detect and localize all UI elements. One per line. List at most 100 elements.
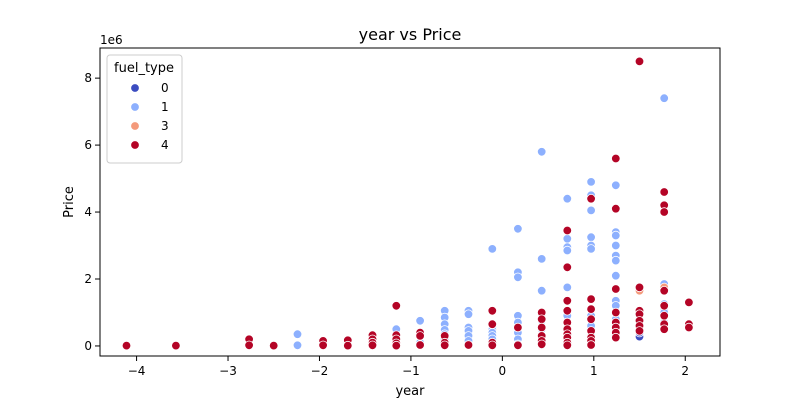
- data-point-fuel-4: [440, 340, 450, 351]
- data-point-fuel-1: [659, 93, 669, 103]
- data-point-fuel-1: [562, 245, 573, 256]
- data-point-fuel-4: [659, 187, 669, 197]
- data-point-fuel-4: [171, 340, 181, 351]
- y-tick-label: 4: [84, 205, 92, 219]
- data-point-fuel-4: [684, 297, 694, 308]
- data-point-fuel-4: [611, 284, 621, 294]
- data-point-fuel-4: [611, 203, 621, 214]
- legend-marker-fuel-1: [130, 102, 140, 112]
- data-point-fuel-4: [659, 311, 669, 321]
- y-axis-label: Price: [62, 186, 77, 218]
- data-point-fuel-4: [513, 340, 523, 351]
- data-point-fuel-4: [562, 296, 573, 306]
- x-tick-label: −1: [402, 364, 420, 378]
- chart-title: year vs Price: [359, 25, 462, 44]
- data-point-fuel-1: [562, 234, 573, 244]
- data-point-fuel-1: [611, 240, 621, 251]
- data-point-fuel-1: [513, 272, 523, 283]
- plot-frame: [99, 47, 721, 357]
- data-point-fuel-4: [611, 307, 621, 318]
- data-point-fuel-1: [562, 282, 573, 293]
- data-point-fuel-4: [487, 340, 498, 351]
- x-tick-label: −3: [219, 364, 237, 378]
- data-point-fuel-4: [343, 340, 353, 351]
- data-point-fuel-4: [415, 331, 425, 341]
- legend-marker-fuel-0: [130, 83, 140, 93]
- data-point-fuel-1: [537, 286, 547, 296]
- data-point-fuel-4: [537, 322, 547, 333]
- data-point-fuel-4: [684, 322, 694, 333]
- data-point-fuel-4: [659, 207, 669, 217]
- data-point-fuel-1: [292, 329, 303, 339]
- data-point-fuel-4: [415, 340, 425, 350]
- legend-label-fuel-0: 0: [161, 81, 169, 95]
- data-point-fuel-1: [611, 230, 621, 241]
- data-point-fuel-4: [586, 304, 596, 314]
- data-point-fuel-1: [586, 205, 596, 216]
- data-point-fuel-4: [659, 301, 669, 311]
- legend-box: [106, 54, 183, 164]
- data-point-fuel-1: [611, 180, 621, 191]
- x-tick-label: −4: [128, 364, 146, 378]
- data-point-fuel-4: [562, 225, 573, 236]
- x-tick-label: 1: [590, 364, 598, 378]
- data-point-fuel-4: [562, 340, 573, 351]
- legend-label-fuel-3: 3: [161, 119, 169, 133]
- data-point-fuel-1: [463, 309, 474, 319]
- data-point-fuel-1: [562, 193, 573, 204]
- data-point-fuel-1: [415, 316, 425, 326]
- x-tick-label: 0: [499, 364, 507, 378]
- data-point-fuel-4: [611, 332, 621, 343]
- data-point-fuel-4: [586, 193, 596, 204]
- data-point-fuel-4: [634, 56, 645, 67]
- legend-label-fuel-1: 1: [161, 100, 169, 114]
- data-point-fuel-1: [586, 244, 596, 254]
- data-point-fuel-4: [244, 340, 254, 351]
- x-axis-label: year: [395, 384, 425, 399]
- data-point-fuel-4: [586, 314, 596, 324]
- legend-marker-fuel-4: [130, 140, 140, 150]
- data-point-fuel-4: [537, 314, 547, 324]
- x-axis: −4 −3 −2 −1 0 1 2: [128, 356, 689, 378]
- y-offset-label: 1e6: [100, 33, 123, 47]
- data-point-fuel-1: [611, 271, 621, 281]
- x-tick-label: 2: [681, 364, 689, 378]
- data-point-fuel-1: [586, 177, 596, 187]
- legend-marker-fuel-3: [130, 121, 140, 131]
- data-point-fuel-4: [513, 322, 523, 333]
- data-point-fuel-4: [659, 286, 669, 296]
- data-point-fuel-4: [391, 301, 402, 311]
- y-axis: 0 2 4 6 8: [84, 71, 100, 353]
- data-point-fuel-4: [634, 326, 645, 336]
- data-point-fuel-4: [269, 340, 279, 351]
- y-tick-label: 2: [84, 272, 92, 286]
- data-point-fuel-4: [634, 282, 645, 293]
- data-point-fuel-4: [318, 340, 328, 351]
- data-point-fuel-1: [586, 232, 596, 242]
- data-point-fuel-4: [562, 306, 573, 316]
- data-point-fuel-1: [537, 254, 547, 264]
- data-point-fuel-1: [611, 255, 621, 266]
- data-point-fuel-4: [487, 306, 498, 316]
- data-point-fuel-4: [391, 340, 402, 351]
- data-point-fuel-4: [562, 262, 573, 273]
- data-point-fuel-4: [121, 340, 132, 351]
- legend-title: fuel_type: [114, 61, 174, 76]
- data-point-fuel-4: [487, 319, 498, 329]
- data-point-fuel-4: [586, 294, 596, 304]
- legend: fuel_type 0 1 3 4: [106, 54, 183, 164]
- data-point-fuel-4: [586, 340, 596, 350]
- data-point-fuel-4: [463, 340, 474, 350]
- data-point-fuel-4: [367, 340, 378, 351]
- data-point-fuel-1: [513, 224, 523, 234]
- legend-label-fuel-4: 4: [161, 138, 169, 152]
- points-layer: [121, 56, 694, 351]
- data-point-fuel-1: [292, 340, 303, 351]
- data-point-fuel-4: [611, 153, 621, 164]
- x-tick-label: −2: [311, 364, 329, 378]
- data-point-fuel-1: [487, 244, 498, 254]
- y-tick-label: 0: [84, 339, 92, 353]
- data-point-fuel-1: [537, 147, 547, 157]
- y-tick-label: 6: [84, 138, 92, 152]
